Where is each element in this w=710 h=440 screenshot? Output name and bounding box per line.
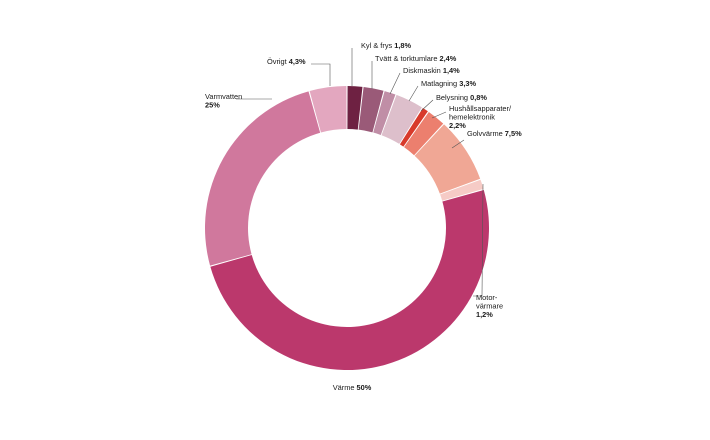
leader-hushallsapparater-hemelektronik bbox=[431, 111, 447, 119]
slice-ovrigt bbox=[309, 86, 347, 133]
leader-motor-varmare bbox=[473, 183, 484, 297]
slice-varmvatten bbox=[205, 91, 321, 266]
slice-hushallsapparater-hemelektronik bbox=[404, 111, 444, 156]
slice-kyl-frys bbox=[347, 86, 363, 130]
leader-matlagning bbox=[408, 85, 419, 102]
leader-ovrigt bbox=[311, 63, 331, 86]
leader-golvvarme bbox=[451, 139, 465, 149]
label-golvvarme: Golvvärme 7,5% bbox=[467, 129, 522, 138]
slice-tvatt-torktumlare bbox=[358, 86, 384, 133]
slice-diskmaskin bbox=[373, 91, 396, 135]
label-tvatt-torktumlare: Tvätt & torktumlare 2,4% bbox=[375, 54, 457, 63]
label-ovrigt: Övrigt 4,3% bbox=[267, 57, 306, 66]
label-matlagning: Matlagning 3,3% bbox=[421, 79, 476, 88]
label-belysning: Belysning 0,8% bbox=[436, 93, 487, 102]
leader-diskmaskin bbox=[389, 72, 401, 95]
label-kyl-frys: Kyl & frys 1,8% bbox=[361, 41, 412, 50]
slice-labels: Kyl & frys 1,8% Tvätt & torktumlare 2,4% D… bbox=[205, 41, 522, 392]
slice-varme bbox=[210, 189, 489, 370]
label-varme: Värme 50% bbox=[333, 383, 372, 392]
leader-belysning bbox=[420, 99, 434, 112]
label-diskmaskin: Diskmaskin 1,4% bbox=[403, 66, 460, 75]
label-hushallsapparater-hemelektronik: Hushållsapparater/hemelektronik 2,2% bbox=[449, 104, 512, 130]
slice-golvvarme bbox=[414, 124, 481, 194]
label-motor-varmare: Motor-värmare 1,2% bbox=[476, 293, 503, 319]
label-varmvatten: Varmvatten 25% bbox=[205, 92, 242, 110]
slice-motor-varmare bbox=[440, 179, 484, 201]
leader-lines bbox=[236, 48, 484, 297]
slice-belysning bbox=[399, 107, 428, 147]
donut-slices bbox=[205, 86, 489, 370]
slice-matlagning bbox=[381, 94, 422, 144]
